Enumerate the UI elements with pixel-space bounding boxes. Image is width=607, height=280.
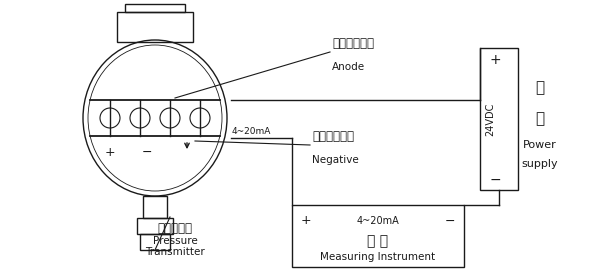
Text: 源: 源 (535, 111, 544, 127)
Text: Measuring Instrument: Measuring Instrument (320, 252, 436, 262)
Text: 接变送器正极: 接变送器正极 (332, 37, 374, 50)
Text: Power: Power (523, 139, 557, 150)
Bar (137, 218, 173, 234)
Bar (140, 234, 170, 250)
Text: 电: 电 (535, 80, 544, 95)
Text: 24VDC: 24VDC (485, 102, 495, 136)
Text: Anode: Anode (332, 62, 365, 72)
Text: Transmitter: Transmitter (145, 247, 205, 257)
Text: 压力变送器: 压力变送器 (157, 222, 192, 235)
Text: supply: supply (521, 159, 558, 169)
Text: −: − (445, 214, 455, 227)
Bar (480, 48, 518, 190)
Bar (143, 196, 167, 218)
Text: +: + (300, 214, 311, 227)
Text: +: + (489, 53, 501, 67)
Text: Pressure: Pressure (152, 236, 197, 246)
Bar (292, 205, 464, 267)
Bar (125, 4, 185, 12)
Text: +: + (104, 146, 115, 159)
Text: 4~20mA: 4~20mA (357, 216, 399, 226)
Text: −: − (142, 146, 152, 159)
Text: 仪 表: 仪 表 (367, 234, 388, 248)
Bar (117, 12, 193, 42)
Text: 接变送器负极: 接变送器负极 (312, 130, 354, 143)
Text: Negative: Negative (312, 155, 359, 165)
Text: −: − (489, 173, 501, 187)
Text: 4~20mA: 4~20mA (231, 127, 271, 136)
